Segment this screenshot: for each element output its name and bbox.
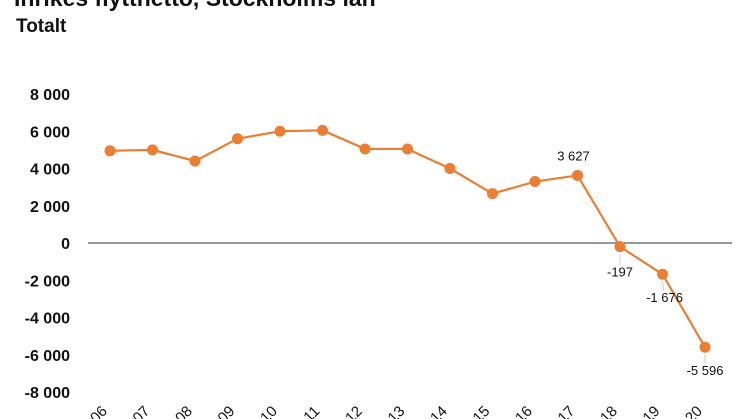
data-point (572, 169, 583, 181)
x-tick-label: 13 (385, 403, 409, 419)
x-tick-label: 07 (130, 403, 154, 419)
y-tick-label: -2 000 (25, 273, 70, 290)
data-point (274, 125, 286, 137)
data-point (699, 341, 711, 353)
x-tick-label: 12 (342, 403, 366, 419)
data-point (189, 155, 201, 167)
data-point (529, 176, 541, 188)
y-tick-label: 6 000 (30, 124, 70, 141)
data-label: -1 676 (646, 290, 683, 305)
data-label: -5 596 (687, 363, 724, 378)
data-point (657, 268, 668, 280)
y-tick-label: -8 000 (25, 385, 70, 402)
data-point (444, 163, 456, 174)
x-tick-label: 15 (470, 403, 494, 419)
data-point (614, 241, 626, 253)
y-tick-label: 2 000 (30, 199, 70, 216)
x-tick-label: 08 (172, 403, 196, 419)
x-tick-label: 16 (512, 403, 536, 419)
data-point (317, 124, 328, 136)
data-label-leader (662, 281, 664, 291)
data-label: 3 627 (557, 148, 590, 163)
x-tick-label: 14 (427, 403, 451, 419)
y-tick-label: -6 000 (25, 348, 70, 365)
data-point (104, 145, 116, 157)
x-tick-label: 11 (300, 403, 323, 419)
x-tick-label: 20 (682, 403, 706, 419)
y-tick-label: 4 000 (30, 162, 70, 179)
data-point (487, 188, 498, 200)
x-tick-label: 18 (597, 403, 621, 419)
y-tick-label: 8 000 (30, 87, 70, 104)
y-tick-label: 0 (61, 236, 70, 253)
x-tick-label: 19 (640, 403, 664, 419)
data-point (402, 143, 413, 155)
x-tick-label: 17 (555, 403, 579, 419)
x-tick-label: 09 (215, 403, 239, 419)
y-tick-label: -4 000 (25, 311, 70, 328)
data-label: -197 (607, 265, 633, 280)
chart-subtitle: Totalt (16, 16, 67, 37)
x-tick-label: 10 (257, 403, 281, 419)
x-tick-label: 06 (87, 403, 111, 419)
data-point (147, 144, 158, 156)
data-point (232, 133, 243, 145)
chart-title: Inrikes flyttnetto, Stockholms län (14, 0, 376, 12)
data-point (359, 143, 371, 155)
